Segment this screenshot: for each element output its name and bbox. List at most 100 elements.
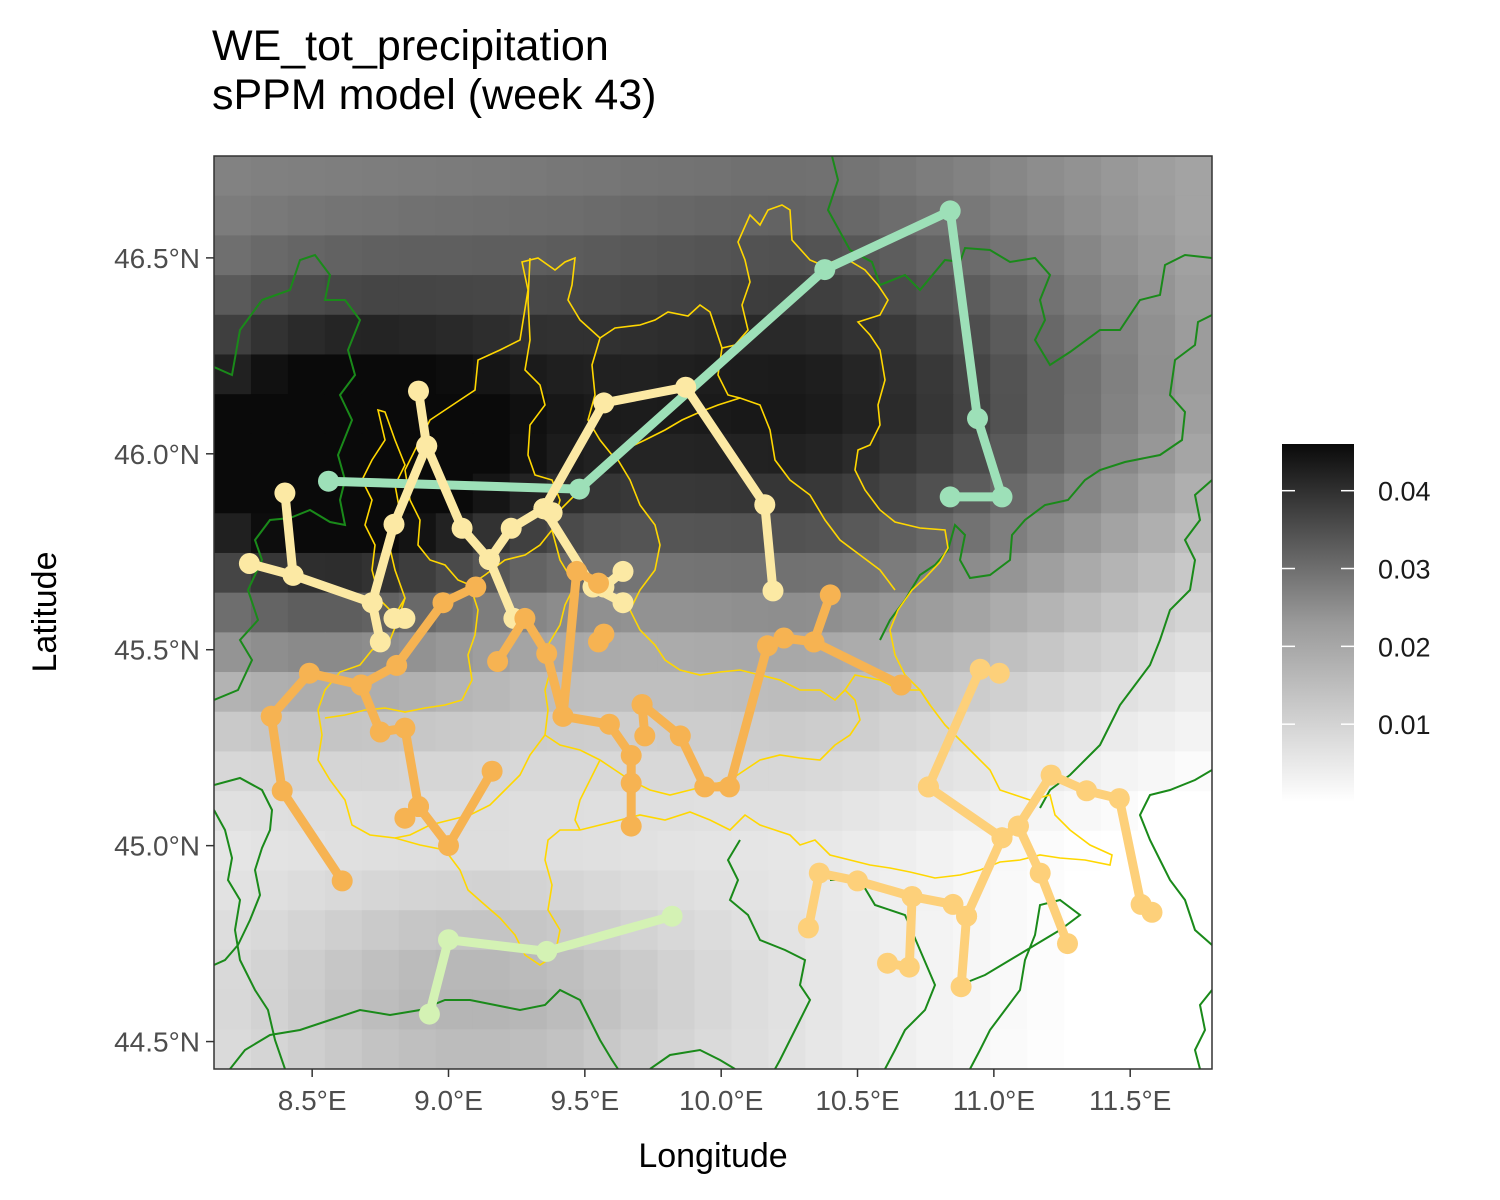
y-tick-label: 46.5°N (114, 243, 200, 274)
raster-cell (657, 513, 696, 554)
raster-cell (546, 354, 585, 395)
trajectory-point (950, 976, 972, 998)
raster-cell (1175, 830, 1212, 872)
raster-cell (842, 830, 880, 872)
trajectory-point (566, 560, 588, 582)
raster-cell (1175, 314, 1212, 356)
trajectory-point (536, 643, 558, 665)
raster-cell (324, 235, 363, 276)
raster-cell (472, 156, 511, 197)
raster-cell (472, 433, 511, 475)
raster-cell (916, 830, 954, 872)
trajectory-point (797, 917, 819, 939)
raster-cell (214, 235, 252, 276)
raster-cell (1101, 195, 1139, 236)
raster-cell (1064, 513, 1102, 554)
y-tick-label: 45.0°N (114, 831, 200, 862)
raster-cell (398, 910, 437, 951)
trajectory-point (432, 592, 454, 614)
raster-cell (694, 830, 733, 872)
raster-cell (287, 235, 326, 276)
region-border-green (1193, 989, 1212, 1069)
raster-cell (509, 156, 548, 197)
raster-cell (953, 751, 991, 792)
raster-cell (879, 552, 917, 594)
raster-cell (214, 275, 252, 316)
raster-cell (214, 394, 252, 435)
raster-cell (1138, 949, 1176, 991)
raster-cell (583, 235, 622, 276)
raster-cell (1027, 156, 1065, 197)
trajectory-point (478, 549, 500, 571)
raster-cell (657, 314, 696, 356)
raster-cell (657, 592, 696, 633)
raster-cell (990, 592, 1028, 633)
raster-cell (1027, 1029, 1065, 1069)
raster-cell (1101, 473, 1139, 514)
trajectory-point (500, 517, 522, 539)
raster-cell (1101, 354, 1139, 395)
raster-cell (324, 910, 363, 951)
raster-cell (657, 791, 696, 832)
raster-cell (287, 354, 326, 395)
raster-cell (1175, 394, 1212, 435)
raster-cell (879, 1029, 917, 1069)
raster-cell (1064, 275, 1102, 316)
raster-cell (546, 830, 585, 872)
raster-cell (842, 275, 880, 316)
raster-cell (287, 751, 326, 792)
raster-cell (694, 949, 733, 991)
raster-cell (509, 195, 548, 236)
region-border-yellow (614, 454, 846, 702)
raster-cell (694, 275, 733, 316)
raster-cell (916, 156, 954, 197)
raster-cell (546, 394, 585, 435)
raster-cell (324, 314, 363, 356)
trajectory-point (274, 482, 296, 504)
raster-cell (435, 275, 474, 316)
raster-cell (953, 830, 991, 872)
raster-cell (805, 751, 843, 792)
region-border-yellow (404, 204, 949, 706)
trajectory-point (808, 862, 830, 884)
raster-cell (879, 473, 917, 514)
x-tick-label: 11.0°E (953, 1085, 1035, 1116)
region-border-green (649, 1048, 736, 1069)
trajectory-point (991, 486, 1013, 508)
raster-cell (1101, 632, 1139, 673)
raster-cell (620, 513, 659, 554)
raster-cell (1101, 592, 1139, 633)
trajectory-point (282, 564, 304, 586)
raster-cell (1175, 513, 1212, 554)
raster-cell (620, 235, 659, 276)
raster-cell (731, 791, 770, 832)
raster-cell (250, 314, 289, 356)
raster-cell (361, 870, 400, 911)
raster-cell (916, 989, 954, 1030)
raster-cell (398, 156, 437, 197)
raster-cell (1027, 552, 1065, 594)
raster-cell (657, 672, 696, 713)
raster-cell (916, 354, 954, 395)
trajectory-point (394, 717, 416, 739)
raster-cell (472, 354, 511, 395)
raster-cell (398, 552, 437, 594)
raster-cell (1138, 235, 1176, 276)
trajectory-layer (238, 200, 1163, 1025)
trajectory-point (1141, 901, 1163, 923)
raster-cell (1064, 235, 1102, 276)
trajectory-point (814, 259, 836, 281)
raster-cell (1064, 672, 1102, 713)
region-border-yellow (317, 597, 1113, 966)
raster-cell (1027, 354, 1065, 395)
raster-cell (694, 711, 733, 753)
raster-cell (842, 354, 880, 395)
raster-cell (694, 632, 733, 673)
raster-cell (1175, 473, 1212, 514)
raster-cell (1064, 830, 1102, 872)
raster-cell (768, 989, 806, 1030)
raster-cell (731, 870, 770, 911)
raster-cell (990, 354, 1028, 395)
raster-cell (657, 275, 696, 316)
raster-cell (324, 989, 363, 1030)
